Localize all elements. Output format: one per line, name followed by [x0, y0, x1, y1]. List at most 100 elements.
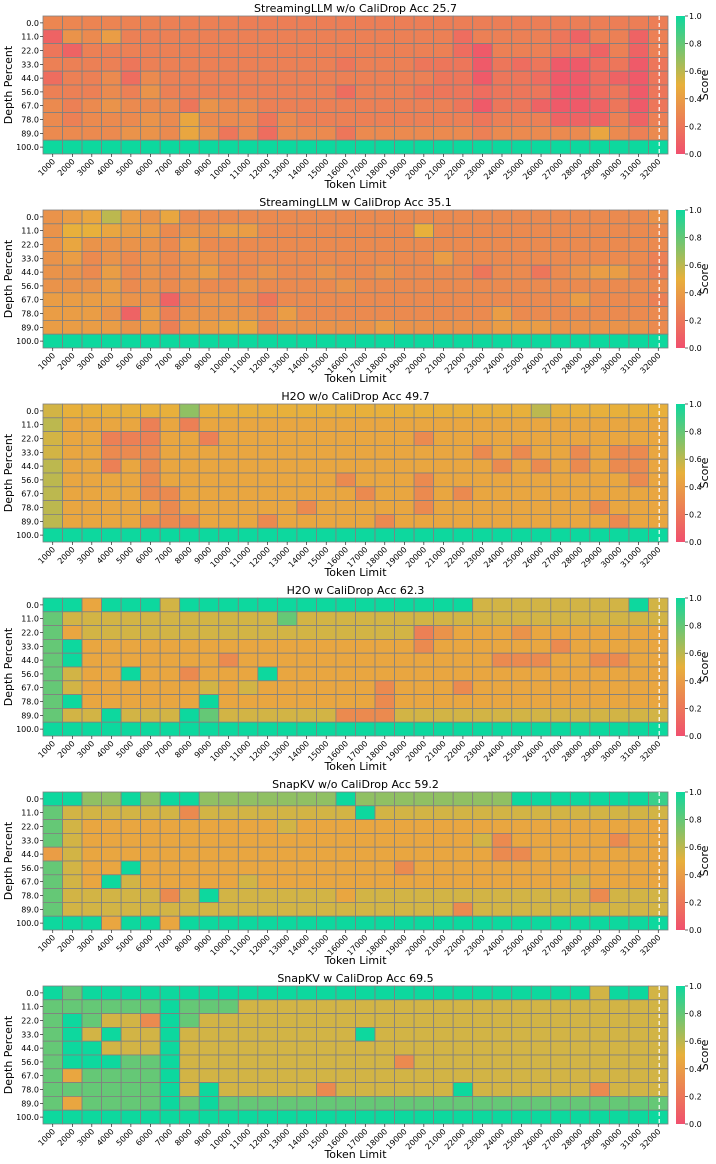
heatmap-cell: [159, 84, 181, 100]
heatmap-cell: [628, 694, 649, 709]
x-tick-label: 19000: [384, 157, 408, 181]
heatmap-cell: [355, 597, 376, 613]
heatmap-cell: [394, 57, 415, 72]
heatmap-cell: [296, 1013, 317, 1028]
heatmap-cell: [62, 1013, 83, 1028]
heatmap-cell: [374, 444, 395, 460]
x-tick-label: 30000: [599, 739, 623, 763]
heatmap-cell: [316, 403, 337, 419]
heatmap-cell: [179, 139, 200, 155]
heatmap-cell: [569, 694, 591, 709]
heatmap-panel-3: H2O w/o CaliDrop Acc 49.70.011.022.033.0…: [2, 390, 711, 579]
heatmap-cell: [62, 57, 83, 72]
heatmap-cell: [81, 652, 102, 668]
heatmap-cell: [394, 292, 415, 307]
heatmap-cell: [276, 1013, 298, 1028]
colorbar-tick-label: 0.4: [689, 483, 702, 492]
heatmap-cell: [316, 1040, 337, 1056]
heatmap-cell: [257, 278, 278, 294]
heatmap-cell: [491, 639, 513, 654]
heatmap-cell: [589, 1054, 610, 1070]
heatmap-cell: [433, 888, 454, 903]
heatmap-cell: [237, 500, 259, 515]
y-tick-label: 78.0: [21, 892, 39, 901]
colorbar: [676, 792, 685, 930]
heatmap-cell: [530, 915, 552, 931]
x-tick-label: 1000: [36, 351, 57, 372]
heatmap-cell: [101, 860, 122, 876]
colorbar-tick-label: 0.0: [689, 344, 702, 353]
heatmap-cell: [237, 915, 259, 931]
heatmap-cell: [472, 846, 493, 862]
x-axis-label: Token Limit: [323, 760, 387, 773]
heatmap-cell: [81, 250, 102, 266]
heatmap-cell: [355, 472, 376, 488]
heatmap-cell: [648, 680, 669, 695]
heatmap-cell: [433, 431, 454, 446]
heatmap-cell: [62, 819, 83, 834]
heatmap-cell: [569, 1027, 591, 1042]
heatmap-cell: [120, 1027, 142, 1042]
heatmap-cell: [609, 223, 630, 239]
heatmap-cell: [452, 846, 474, 862]
heatmap-cell: [648, 333, 669, 349]
x-tick-label: 10000: [209, 351, 233, 375]
heatmap-cell: [316, 264, 337, 280]
heatmap-cell: [237, 597, 259, 613]
heatmap-cell: [198, 833, 220, 848]
heatmap-cell: [374, 84, 395, 100]
heatmap-cell: [394, 250, 415, 266]
heatmap-cell: [335, 209, 356, 225]
heatmap-cell: [530, 98, 552, 114]
heatmap-cell: [198, 846, 220, 862]
heatmap-cell: [394, 666, 415, 682]
heatmap-cell: [159, 611, 181, 626]
heatmap-cell: [81, 264, 102, 280]
heatmap-cell: [140, 84, 161, 100]
heatmap-cell: [159, 458, 181, 474]
heatmap-cell: [433, 264, 454, 280]
colorbar-tick-label: 0.8: [689, 1010, 702, 1019]
heatmap-cell: [296, 652, 317, 668]
heatmap-cell: [550, 985, 571, 1001]
heatmap-cell: [237, 680, 259, 695]
x-tick-label: 7000: [154, 351, 175, 372]
heatmap-cell: [140, 819, 161, 834]
heatmap-cell: [589, 1027, 610, 1042]
heatmap-cell: [179, 278, 200, 294]
heatmap-cell: [433, 444, 454, 460]
x-tick-label: 10000: [209, 739, 233, 763]
heatmap-cell: [394, 223, 415, 239]
heatmap-cell: [335, 500, 356, 515]
colorbar-tick-label: 1.0: [689, 788, 702, 797]
heatmap-cell: [511, 444, 532, 460]
heatmap-cell: [530, 1068, 552, 1084]
heatmap-cell: [42, 985, 63, 1001]
heatmap-cell: [62, 527, 83, 543]
heatmap-cell: [628, 319, 649, 335]
heatmap-cell: [609, 1027, 630, 1042]
heatmap-cell: [159, 209, 181, 225]
heatmap-cell: [276, 999, 298, 1014]
x-tick-label: 13000: [267, 933, 291, 957]
x-tick-label: 22000: [443, 739, 467, 763]
heatmap-cell: [530, 985, 552, 1001]
heatmap-cell: [452, 306, 474, 321]
heatmap-cell: [62, 597, 83, 613]
heatmap-cell: [237, 112, 259, 127]
x-tick-label: 30000: [599, 545, 623, 569]
heatmap-cell: [511, 874, 532, 889]
heatmap-cell: [394, 1082, 415, 1097]
heatmap-cell: [491, 985, 513, 1001]
x-tick-label: 6000: [134, 545, 155, 566]
heatmap-cell: [140, 721, 161, 737]
heatmap-cell: [472, 611, 493, 626]
heatmap-cell: [609, 417, 630, 432]
heatmap-cell: [335, 874, 356, 889]
heatmap-cell: [81, 29, 102, 44]
heatmap-cell: [179, 888, 200, 903]
heatmap-cell: [511, 112, 532, 127]
heatmap-cell: [413, 43, 435, 58]
heatmap-cell: [589, 805, 610, 820]
heatmap-cell: [491, 805, 513, 820]
